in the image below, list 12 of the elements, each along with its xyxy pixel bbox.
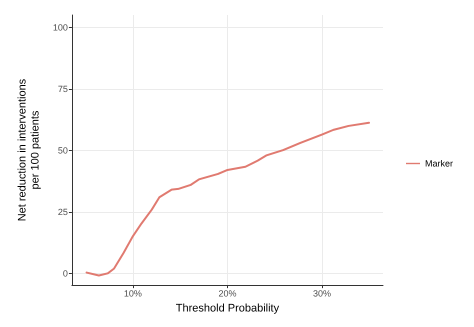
x-tick-label: 30%: [313, 288, 332, 299]
y-tick-label: 0: [62, 268, 68, 278]
legend-label: Marker: [425, 158, 454, 168]
y-tick-label: 100: [52, 22, 68, 32]
y-axis-title: Net reduction in interventions per 100 patients: [16, 78, 42, 222]
y-tick-label: 25: [58, 206, 68, 217]
y-tick-label: 75: [58, 84, 68, 94]
x-tick-label: 20%: [218, 288, 236, 299]
x-tick-label: 10%: [124, 288, 142, 299]
x-axis-title: Threshold Probability: [176, 302, 280, 314]
line-series: [86, 122, 370, 277]
y-tick-label: 50: [58, 145, 68, 156]
